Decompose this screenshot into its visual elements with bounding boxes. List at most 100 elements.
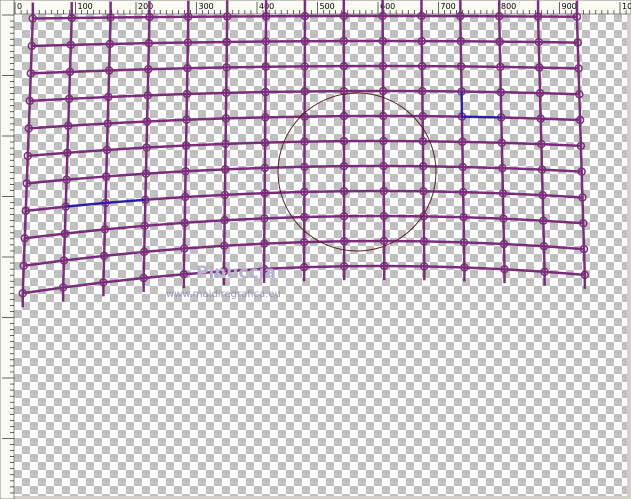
mesh-line: [262, 0, 268, 283]
mesh-node: [418, 136, 428, 146]
selected-segment: [65, 198, 146, 208]
mesh-node: [24, 124, 34, 133]
mesh-node: [300, 187, 309, 197]
mesh-node: [379, 161, 388, 171]
mesh-node: [67, 13, 76, 23]
mesh-line: [497, 0, 506, 284]
mesh-node: [535, 63, 544, 72]
mesh-node: [142, 143, 151, 152]
mesh-node: [28, 14, 38, 23]
mesh-node: [418, 111, 427, 121]
ruler-label: 700: [441, 2, 456, 11]
mesh-node: [460, 263, 469, 272]
mesh-node: [573, 38, 582, 47]
mesh-node: [182, 89, 192, 99]
mesh-node: [339, 36, 349, 46]
mesh-node: [533, 12, 543, 21]
mesh-node: [459, 212, 468, 222]
mesh-node: [99, 278, 108, 287]
mesh-node: [180, 192, 190, 202]
ruler-label: 100: [78, 2, 93, 11]
mesh-node: [18, 289, 28, 298]
mesh-node: [19, 261, 29, 271]
mesh-node: [578, 193, 587, 202]
mesh-line: [61, 1, 73, 302]
mesh-node: [379, 211, 389, 221]
mesh-node: [299, 263, 309, 272]
mesh-node: [20, 234, 30, 243]
mesh-node: [220, 241, 229, 251]
mesh-node: [183, 38, 193, 47]
mesh-node: [221, 165, 230, 174]
mesh-line: [302, 0, 307, 282]
mesh-node: [181, 167, 190, 176]
mesh-node: [300, 137, 309, 146]
mesh-node: [21, 206, 31, 216]
mesh-node: [379, 186, 389, 196]
mesh-line: [420, 0, 426, 281]
mesh-line: [222, 0, 229, 286]
mesh-node: [579, 244, 589, 254]
mesh-node: [102, 145, 112, 155]
mesh-node: [64, 94, 74, 104]
mesh-node: [458, 137, 467, 147]
mesh-node: [496, 62, 505, 72]
mesh-node: [458, 162, 468, 172]
mesh-node: [420, 262, 429, 271]
mesh-node: [142, 117, 152, 126]
mesh-node: [534, 37, 543, 47]
mesh-line: [381, 0, 386, 281]
mesh-node: [417, 61, 427, 71]
mesh-node: [537, 139, 546, 149]
mesh-node: [300, 62, 310, 71]
canvas[interactable]: [14, 14, 627, 496]
mesh-node: [339, 136, 349, 146]
mesh-node: [144, 38, 154, 48]
mesh-node: [378, 86, 388, 96]
mesh-node: [261, 37, 271, 46]
mesh-node: [378, 36, 388, 46]
mesh-node: [572, 12, 582, 22]
mesh-node: [140, 221, 150, 231]
mesh-node: [139, 273, 148, 283]
mesh-node: [59, 256, 69, 265]
mesh-node: [183, 64, 192, 73]
mesh-node: [60, 229, 70, 238]
mesh-node: [339, 111, 349, 121]
mesh-node: [498, 189, 508, 198]
mesh-node: [139, 247, 149, 257]
mesh-node: [220, 216, 229, 225]
top-ruler: [0, 0, 631, 15]
mesh-node: [576, 141, 586, 151]
ruler-label: 600: [380, 2, 395, 11]
selected-segment: [460, 91, 502, 119]
mesh-node: [99, 251, 109, 261]
mesh-node: [380, 261, 389, 271]
mesh-node: [540, 267, 549, 276]
mesh-node: [180, 244, 189, 253]
mesh-node: [456, 37, 466, 46]
mesh-node: [143, 91, 152, 100]
mesh-line: [142, 1, 151, 292]
mesh-node: [26, 69, 36, 78]
mesh-node: [500, 265, 509, 274]
mesh-node: [417, 36, 427, 46]
mesh-node: [419, 212, 428, 221]
mesh-node: [419, 237, 429, 246]
mesh-node: [261, 62, 270, 72]
mesh-node: [456, 11, 465, 21]
mesh-node: [536, 114, 545, 123]
mesh-node: [300, 87, 309, 96]
mesh-line: [21, 2, 35, 308]
mesh-node: [418, 86, 427, 96]
mesh-node: [260, 214, 269, 223]
mesh-node: [459, 238, 469, 247]
mesh-node: [65, 67, 75, 77]
mesh-node: [261, 87, 270, 97]
mesh-node: [456, 62, 466, 71]
mesh-node: [299, 237, 309, 247]
mesh-node: [219, 267, 229, 276]
mesh-node: [182, 115, 191, 125]
